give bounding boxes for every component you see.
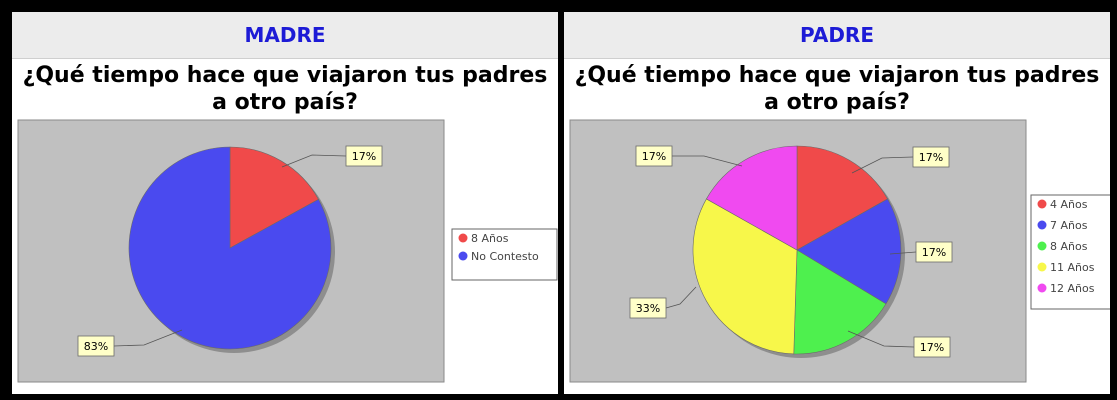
legend-swatch: [458, 233, 468, 243]
legend-box: [451, 228, 558, 281]
label-leader-line: [672, 155, 743, 167]
label-leader-line: [113, 329, 183, 347]
panel-header-padre: PADRE: [564, 12, 1110, 59]
data-label-box: [635, 145, 673, 167]
legend-item: 8 Años: [1050, 240, 1088, 253]
legend-item: 7 Años: [1050, 219, 1088, 232]
label-leader-line: [889, 251, 917, 255]
label-leader-line: [851, 156, 914, 174]
pie-chart-madre: 17% 83% 8 Años No Contesto: [17, 119, 558, 383]
pie-chart-padre: 17% 17% 17% 33% 17% 4 Años 7 Años 8 Años 11 Años…: [569, 119, 1110, 383]
panel-header-madre: MADRE: [12, 12, 558, 59]
panel-padre: PADRE ¿Qué tiempo hace que viajaron tus …: [564, 12, 1110, 394]
chart-title-line-2: a otro país?: [212, 90, 358, 115]
legend-item: 11 Años: [1050, 261, 1095, 274]
data-label: 17%: [922, 246, 946, 259]
data-label: 83%: [84, 340, 108, 353]
pie-slice: [796, 198, 902, 305]
pie-slice: [128, 146, 332, 350]
data-label-box: [629, 297, 667, 319]
pie-slice: [796, 145, 889, 251]
data-label-box: [915, 241, 953, 263]
legend-swatch: [1037, 262, 1047, 272]
data-label-box: [345, 145, 383, 167]
chart-title-madre: ¿Qué tiempo hace que viajaron tus padres…: [12, 62, 558, 116]
data-label: 33%: [636, 302, 660, 315]
data-label: 17%: [642, 150, 666, 163]
chart-title-line-2: a otro país?: [764, 90, 910, 115]
legend-item: 12 Años: [1050, 282, 1095, 295]
legend-item: 4 Años: [1050, 198, 1088, 211]
chart-title-line-1: ¿Qué tiempo hace que viajaron tus padres: [22, 63, 548, 88]
chart-title-padre: ¿Qué tiempo hace que viajaron tus padres…: [564, 62, 1110, 116]
label-leader-line: [665, 286, 697, 309]
chart-title-line-1: ¿Qué tiempo hace que viajaron tus padres: [574, 63, 1100, 88]
pie-slice: [705, 145, 798, 251]
legend-swatch: [1037, 283, 1047, 293]
panel-madre: MADRE ¿Qué tiempo hace que viajaron tus …: [12, 12, 558, 394]
pie-slice: [793, 249, 887, 355]
data-label: 17%: [920, 341, 944, 354]
label-leader-line: [847, 330, 915, 348]
data-label: 17%: [919, 151, 943, 164]
data-label: 17%: [352, 150, 376, 163]
legend-swatch: [458, 251, 468, 261]
legend-swatch: [1037, 241, 1047, 251]
data-label-box: [77, 335, 115, 357]
legend-swatch: [1037, 220, 1047, 230]
pie-slice: [692, 198, 798, 355]
data-label-box: [912, 146, 950, 168]
legend-item: 8 Años: [471, 232, 509, 245]
legend-swatch: [1037, 199, 1047, 209]
label-leader-line: [281, 154, 347, 168]
data-label-box: [913, 336, 951, 358]
pie-slice: [229, 146, 319, 249]
legend-item: No Contesto: [471, 250, 539, 263]
